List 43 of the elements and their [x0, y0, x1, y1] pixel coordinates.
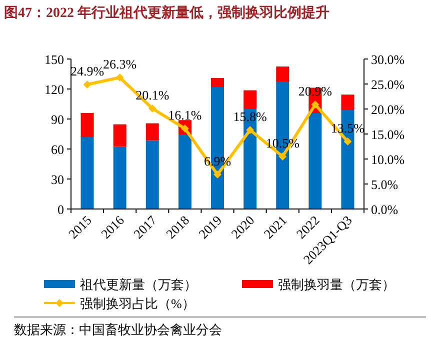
y-tick-label: 150: [44, 52, 64, 67]
data-label: 24.9%: [70, 64, 104, 78]
y2-tick-label: 0.0%: [371, 202, 398, 217]
point: [246, 126, 254, 134]
y2-tick-label: 15.0%: [371, 127, 405, 142]
y-tick-label: 60: [51, 142, 64, 157]
bar: [244, 90, 257, 109]
point: [278, 152, 287, 160]
source-note: 数据来源：中国畜牧业协会禽业分会: [14, 322, 222, 337]
data-label: 13.5%: [330, 120, 365, 136]
bar: [80, 113, 94, 137]
y-tick-label: 120: [44, 82, 64, 97]
point: [83, 80, 92, 88]
bar: [80, 137, 94, 209]
point: [214, 170, 222, 178]
point: [148, 104, 156, 112]
bar: [146, 123, 159, 140]
bar: [276, 66, 290, 82]
bar: [211, 78, 224, 87]
bar: [113, 146, 126, 209]
data-label: 10.5%: [266, 136, 300, 150]
y2-tick-label: 10.0%: [371, 152, 405, 167]
bar: [146, 140, 159, 209]
y2-tick-label: 5.0%: [371, 177, 398, 192]
y-tick-label: 30: [51, 172, 64, 187]
point: [344, 138, 352, 146]
y-tick-label: 0: [58, 202, 64, 217]
data-label: 26.3%: [103, 56, 137, 72]
legend-label: 强制换羽占比（%）: [80, 296, 195, 311]
bar: [308, 113, 322, 209]
bar: [178, 134, 192, 209]
legend-label: 强制换羽量（万套）: [278, 277, 395, 292]
point: [116, 74, 124, 82]
data-label: 16.1%: [168, 108, 202, 122]
chart-title: 图47：2022 年行业祖代更新量低，强制换羽比例提升: [4, 4, 330, 21]
legend-label: 祖代更新量（万套）: [80, 277, 197, 292]
y-tick-label: 90: [51, 112, 64, 127]
y2-tick-label: 30.0%: [371, 52, 405, 67]
data-label: 6.9%: [204, 154, 232, 168]
bar: [113, 124, 126, 147]
y2-tick-label: 20.0%: [371, 102, 405, 117]
y2-tick-label: 25.0%: [371, 77, 405, 92]
bar: [341, 94, 354, 110]
